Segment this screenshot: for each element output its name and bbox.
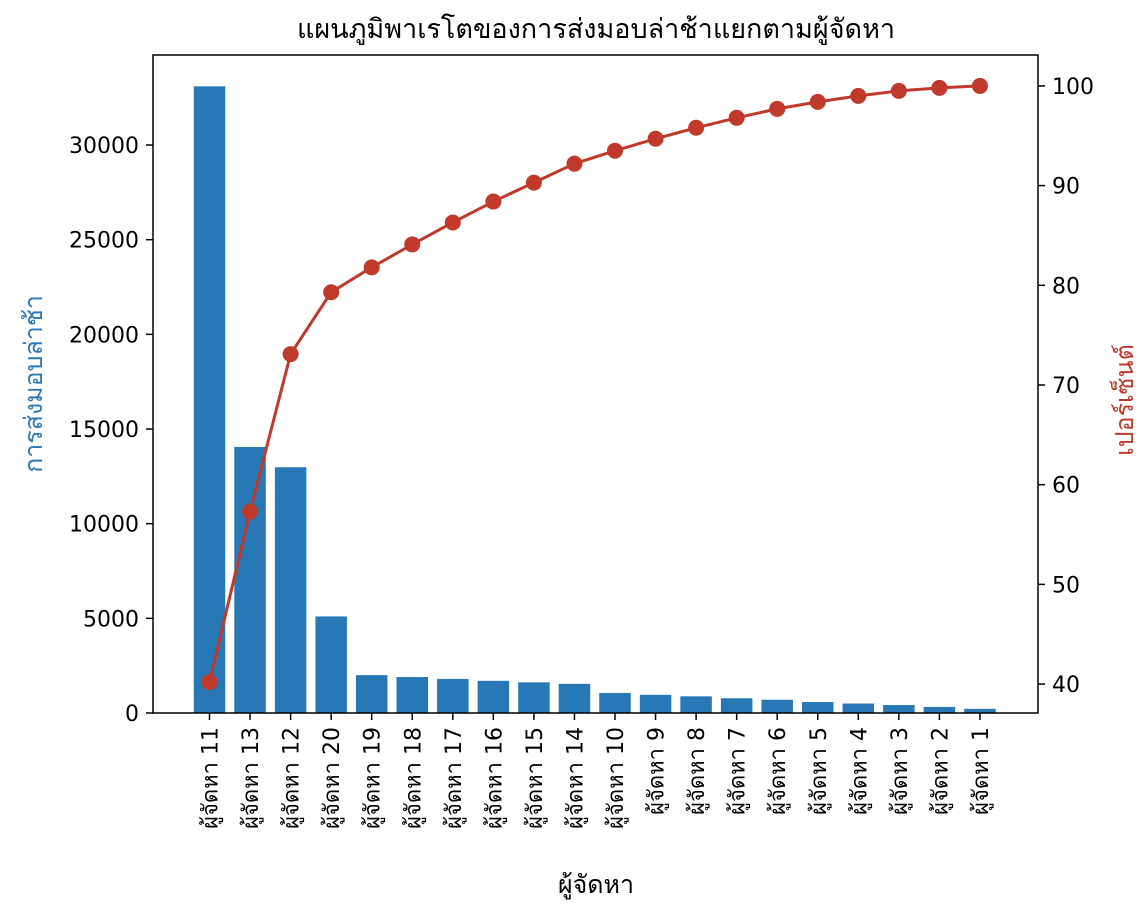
bar xyxy=(680,696,712,713)
bar xyxy=(274,467,307,713)
right-y-axis: 40 50 60 70 80 90 100 xyxy=(1038,75,1094,698)
left-y-axis: 0 5000 10000 15000 20000 25000 30000 xyxy=(69,134,153,727)
cumulative-point xyxy=(607,142,623,159)
x-tick-label: ผู้จัดหา 15 xyxy=(523,727,548,829)
right-tick-label: 40 xyxy=(1052,673,1080,698)
x-tick-label: ผู้จัดหา 3 xyxy=(888,727,913,815)
cumulative-point xyxy=(363,259,380,276)
bar xyxy=(234,446,266,713)
bar xyxy=(599,692,631,713)
bar xyxy=(396,677,428,713)
x-tick-label: ผู้จัดหา 14 xyxy=(563,727,588,829)
cumulative-point xyxy=(242,503,259,520)
x-tick-label: ผู้จัดหา 11 xyxy=(199,727,224,829)
left-tick-label: 25000 xyxy=(69,229,139,254)
bar xyxy=(193,86,226,714)
x-tick-label: ผู้จัดหา 10 xyxy=(604,727,629,829)
bar xyxy=(883,705,915,713)
x-tick-label: ผู้จัดหา 13 xyxy=(239,727,264,829)
right-tick-label: 80 xyxy=(1052,274,1080,299)
x-tick-label: ผู้จัดหา 18 xyxy=(401,727,426,829)
x-tick-label: ผู้จัดหา 12 xyxy=(280,727,305,829)
left-axis-label: การส่งมอบล่าช้า xyxy=(19,295,48,473)
bar xyxy=(315,616,347,713)
right-tick-label: 100 xyxy=(1052,75,1094,100)
cumulative-point xyxy=(444,214,461,231)
bar xyxy=(437,678,469,713)
x-tick-label: ผู้จัดหา 6 xyxy=(766,727,791,815)
cumulative-point xyxy=(931,79,948,96)
x-tick-label: ผู้จัดหา 4 xyxy=(847,727,872,815)
bar xyxy=(518,682,550,713)
right-tick-label: 50 xyxy=(1052,573,1080,598)
left-tick-label: 30000 xyxy=(69,134,139,159)
bar xyxy=(355,675,388,713)
right-tick-label: 90 xyxy=(1052,175,1080,200)
x-tick-label: ผู้จัดหา 16 xyxy=(482,727,507,829)
bar xyxy=(477,680,510,713)
x-tick-label: ผู้จัดหา 5 xyxy=(807,727,832,815)
x-tick-label: ผู้จัดหา 9 xyxy=(645,727,670,815)
cumulative-point xyxy=(647,130,664,147)
cumulative-point xyxy=(404,236,421,253)
cumulative-point xyxy=(971,77,988,94)
bar xyxy=(761,699,793,713)
cumulative-point xyxy=(890,82,907,99)
left-tick-label: 20000 xyxy=(69,323,139,348)
bar-series xyxy=(193,86,996,714)
cumulative-point xyxy=(566,155,583,172)
cumulative-point xyxy=(809,93,826,110)
bar xyxy=(802,702,834,713)
bar xyxy=(964,708,996,713)
left-tick-label: 10000 xyxy=(69,513,139,538)
x-tick-label: ผู้จัดหา 7 xyxy=(726,727,751,815)
x-tick-label: ผู้จัดหา 2 xyxy=(928,727,953,815)
left-tick-label: 5000 xyxy=(83,607,139,632)
chart-title: แผนภูมิพาเรโตของการส่งมอบล่าช้าแยกตามผู้… xyxy=(297,14,895,45)
left-tick-label: 0 xyxy=(125,702,139,727)
x-tick-label: ผู้จัดหา 17 xyxy=(442,727,467,829)
x-axis-label: ผู้จัดหา xyxy=(558,870,634,900)
cumulative-point xyxy=(850,87,867,104)
cumulative-line-series xyxy=(201,77,988,691)
bar xyxy=(842,703,875,713)
right-axis-label: เปอร์เซ็นต์ xyxy=(1109,344,1139,456)
right-tick-label: 70 xyxy=(1052,374,1080,399)
left-tick-label: 15000 xyxy=(69,418,139,443)
cumulative-point xyxy=(728,109,745,126)
cumulative-point xyxy=(769,100,786,117)
cumulative-line xyxy=(208,84,981,683)
x-tick-label: ผู้จัดหา 8 xyxy=(685,727,710,815)
right-tick-label: 60 xyxy=(1052,474,1080,499)
x-tick-label: ผู้จัดหา 20 xyxy=(320,727,345,829)
cumulative-point xyxy=(485,193,502,210)
bar xyxy=(923,706,956,713)
cumulative-point xyxy=(525,174,542,191)
bar xyxy=(639,694,672,713)
cumulative-point xyxy=(282,346,299,363)
plot-frame xyxy=(152,54,1039,714)
bar xyxy=(720,698,753,713)
cumulative-point xyxy=(201,674,218,691)
bar xyxy=(558,683,591,713)
x-tick-label: ผู้จัดหา 19 xyxy=(361,727,386,829)
cumulative-point xyxy=(323,284,340,301)
x-axis: ผู้จัดหา 11 ผู้จัดหา 13 ผู้จัดหา 12 ผู้จัดห… xyxy=(199,713,994,829)
cumulative-point xyxy=(688,119,705,136)
x-tick-label: ผู้จัดหา 1 xyxy=(969,727,994,815)
